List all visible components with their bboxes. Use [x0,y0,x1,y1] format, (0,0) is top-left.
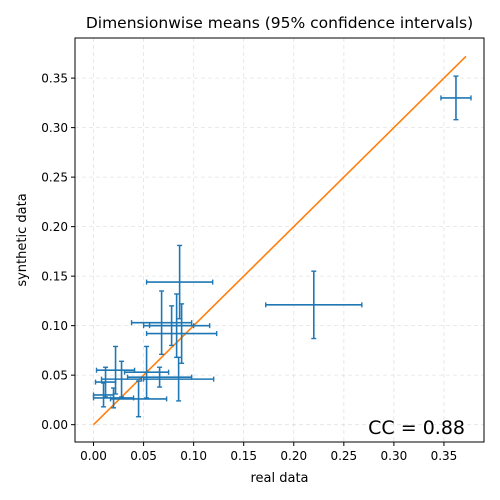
y-tick-label: 0.30 [41,121,68,135]
y-tick-label: 0.10 [41,319,68,333]
x-tick-label: 0.15 [230,449,257,463]
error-bar-point [95,345,136,395]
y-tick-label: 0.00 [41,418,68,432]
ticks: 0.00 0.05 0.10 0.15 0.20 0.25 0.30 0.35 0.00 0.05… [41,72,457,463]
chart-title: Dimensionwise means (95% confidence inte… [86,14,473,32]
error-bar-point [145,303,218,364]
error-bar-point [92,387,135,409]
error-bar-point [126,366,193,388]
error-bar-point [142,356,215,402]
plot-area [92,55,472,426]
y-tick-label: 0.05 [41,369,68,383]
y-tick-label: 0.15 [41,270,68,284]
x-tick-label: 0.25 [330,449,357,463]
error-bar-point [92,382,115,408]
reference-line [92,55,467,426]
error-bar-point [265,270,363,340]
y-tick-label: 0.35 [41,72,68,86]
x-tick-label: 0.05 [130,449,157,463]
error-bar-point [148,305,195,347]
error-bar-point [100,360,143,398]
x-tick-label: 0.00 [80,449,107,463]
y-tick-label: 0.20 [41,220,68,234]
y-tick-label: 0.25 [41,171,68,185]
grid [75,38,484,442]
x-tick-label: 0.35 [431,449,458,463]
plot-frame [74,37,485,443]
error-bar-point [440,75,472,121]
x-axis-label: real data [250,471,308,486]
y-axis-label: synthetic data [15,193,30,286]
error-bar-point [109,380,168,418]
x-tick-label: 0.30 [381,449,408,463]
x-tick-label: 0.10 [180,449,207,463]
error-bar-point [94,366,117,398]
correlation-annotation: CC = 0.88 [368,417,465,439]
error-bar-point [123,345,170,399]
x-tick-label: 0.20 [280,449,307,463]
